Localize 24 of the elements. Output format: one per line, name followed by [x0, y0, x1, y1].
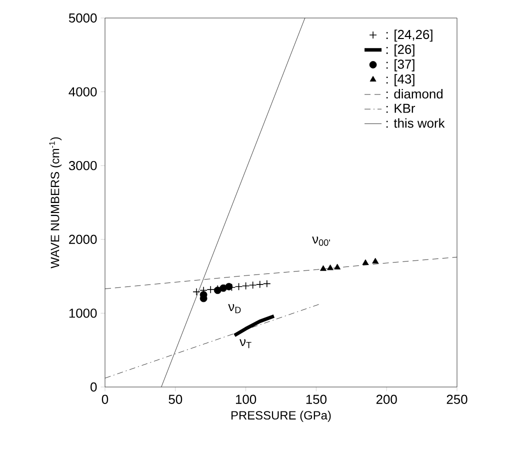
x-tick-label: 150 [306, 394, 326, 404]
x-tick-label: 100 [236, 394, 256, 404]
legend-label: : this work [386, 118, 445, 128]
y-tick-label: 1000 [69, 308, 97, 318]
x-tick-label: 200 [376, 394, 397, 404]
x-axis-title: PRESSURE (GPa) [231, 410, 331, 422]
legend-label: : diamond [386, 89, 443, 99]
y-tick-label: 3000 [68, 161, 97, 170]
legend-label: : [24,26] [386, 30, 432, 42]
y-tick-label: 4000 [68, 87, 97, 96]
annotation: ν$_{T}$ [240, 339, 252, 348]
x-tick-label: 250 [446, 394, 468, 404]
legend-label: : [26] [386, 44, 414, 57]
legend-label: : [43] [386, 74, 414, 86]
y-tick-label: 2000 [69, 234, 97, 244]
y-tick-label: 5000 [68, 13, 97, 23]
legend-label: : KBr [386, 104, 416, 113]
x-tick-label: 0 [102, 394, 108, 404]
y-tick-label: 0 [90, 382, 97, 392]
y-axis-title: WAVE NUMBERS (cm$^{-1}$) [49, 137, 62, 268]
annotation: ν$_{00'}$ [312, 236, 330, 246]
annotation: ν$_{D}$ [228, 304, 241, 314]
x-tick-label: 50 [168, 394, 182, 404]
legend-label: : [37] [386, 59, 414, 72]
